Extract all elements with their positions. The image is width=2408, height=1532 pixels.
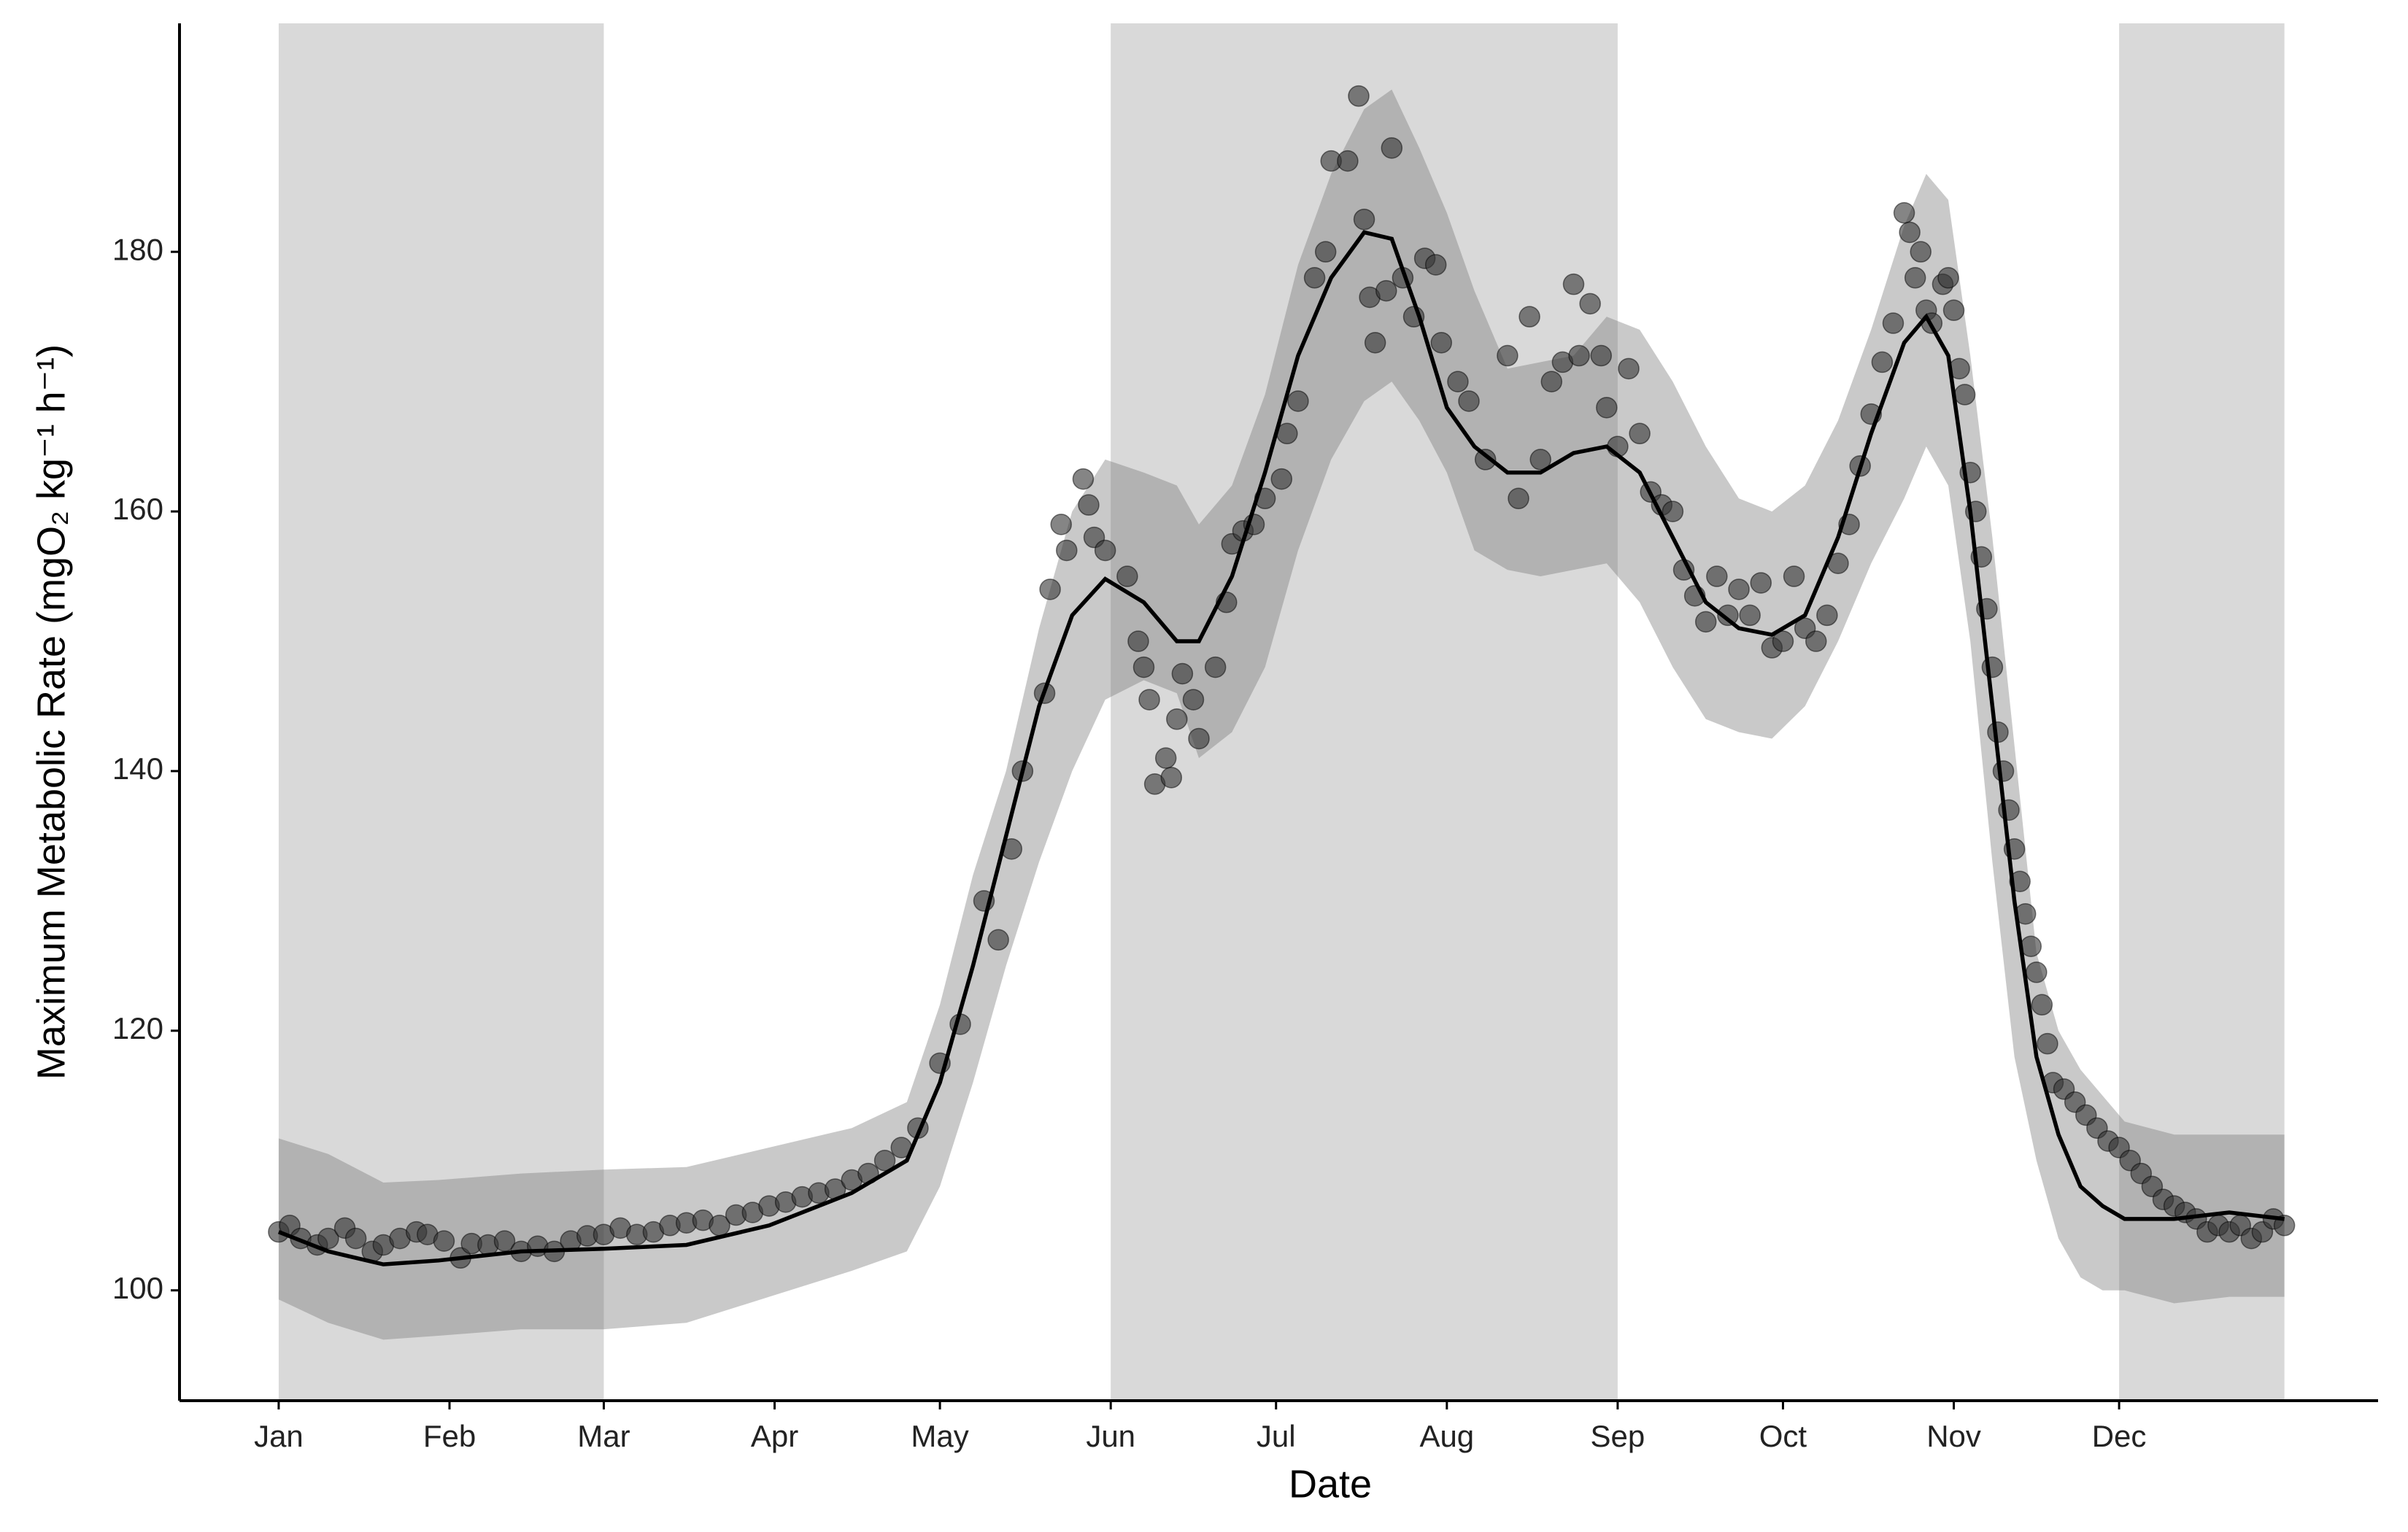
x-tick-label: Apr <box>751 1419 798 1453</box>
data-point <box>1717 604 1739 627</box>
data-point <box>1562 273 1585 295</box>
data-point <box>1662 500 1684 522</box>
y-tick-label: 180 <box>112 232 163 266</box>
data-point <box>1078 494 1100 516</box>
data-point <box>1182 689 1205 711</box>
data-point <box>2031 994 2053 1016</box>
data-point <box>1904 267 1926 289</box>
shaded-period <box>278 23 604 1401</box>
x-tick-label: Jul <box>1257 1419 1296 1453</box>
data-point <box>1132 656 1155 678</box>
data-point <box>1337 150 1359 172</box>
data-point <box>1314 241 1337 263</box>
data-point <box>1728 579 1750 600</box>
x-tick-label: May <box>911 1419 968 1453</box>
data-point <box>1590 344 1613 367</box>
data-point <box>1694 611 1717 633</box>
data-point <box>1171 662 1194 685</box>
data-point <box>1816 604 1838 627</box>
y-tick-label: 120 <box>112 1011 163 1045</box>
data-point <box>1882 312 1905 334</box>
data-point <box>1772 630 1794 652</box>
data-point <box>1871 351 1894 374</box>
data-point <box>1942 299 1965 322</box>
data-point <box>1348 85 1370 107</box>
shaded-period <box>1111 23 1618 1401</box>
x-tick-label: Jun <box>1086 1419 1135 1453</box>
data-point <box>1474 449 1497 471</box>
data-point <box>1138 689 1160 711</box>
data-point <box>1899 221 1921 244</box>
x-tick-label: Nov <box>1926 1419 1981 1453</box>
data-point <box>1992 760 2015 782</box>
data-point <box>1893 202 1915 224</box>
data-point <box>1160 767 1182 789</box>
confidence-band <box>278 89 2285 1340</box>
data-point <box>1518 306 1540 328</box>
data-point <box>1458 390 1480 412</box>
data-point <box>1116 565 1138 587</box>
x-tick-label: Dec <box>2092 1419 2147 1453</box>
data-point <box>1629 422 1651 445</box>
y-tick-label: 140 <box>112 751 163 786</box>
data-point <box>1287 390 1309 412</box>
data-point <box>1508 487 1529 510</box>
data-point <box>2037 1032 2058 1055</box>
data-point <box>1937 267 1959 289</box>
data-point <box>1127 630 1149 652</box>
data-point <box>1154 747 1177 769</box>
data-point <box>1739 604 1761 627</box>
data-point <box>1430 331 1453 354</box>
data-point <box>1910 241 1932 263</box>
data-point <box>1094 539 1116 562</box>
data-point <box>1381 137 1403 159</box>
x-tick-label: Aug <box>1419 1419 1474 1453</box>
data-point <box>1706 565 1728 587</box>
data-point <box>873 1150 896 1172</box>
data-point <box>1424 254 1447 276</box>
y-tick-label: 160 <box>112 492 163 526</box>
data-point <box>1050 514 1072 535</box>
data-point <box>1375 279 1397 302</box>
data-point <box>1579 293 1601 315</box>
data-point <box>1204 656 1227 678</box>
data-point <box>1568 344 1590 367</box>
data-point <box>1303 267 1326 289</box>
data-point <box>1497 344 1518 367</box>
data-point <box>1364 331 1386 354</box>
data-point <box>1750 572 1772 594</box>
data-point <box>1805 630 1827 652</box>
x-tick-label: Oct <box>1759 1419 1807 1453</box>
data-point <box>317 1227 339 1250</box>
data-point <box>1596 396 1618 419</box>
data-point <box>1072 468 1095 490</box>
data-point <box>987 929 1009 951</box>
data-point <box>1353 208 1375 231</box>
data-point <box>1447 371 1469 392</box>
data-point <box>1529 449 1551 471</box>
y-axis-title: Maximum Metabolic Rate (mgO₂ kg⁻¹ h⁻¹) <box>29 344 73 1080</box>
x-tick-label: Mar <box>577 1419 630 1453</box>
data-point <box>2026 962 2048 983</box>
data-point <box>1056 539 1078 562</box>
data-point <box>1188 727 1210 750</box>
data-point <box>1270 468 1293 490</box>
data-point <box>1618 357 1640 380</box>
x-tick-label: Sep <box>1591 1419 1645 1453</box>
data-point <box>1540 371 1563 392</box>
y-tick-label: 100 <box>112 1271 163 1305</box>
data-point <box>1039 579 1061 600</box>
data-point <box>433 1230 455 1252</box>
x-tick-label: Jan <box>254 1419 304 1453</box>
data-point <box>1953 384 1976 406</box>
data-point <box>1166 708 1188 730</box>
data-point <box>1783 565 1805 587</box>
data-point <box>344 1227 367 1250</box>
x-axis-title: Date <box>1289 1462 1372 1506</box>
fit-line <box>277 230 2285 1266</box>
data-point <box>2009 870 2031 892</box>
x-tick-label: Feb <box>423 1419 476 1453</box>
